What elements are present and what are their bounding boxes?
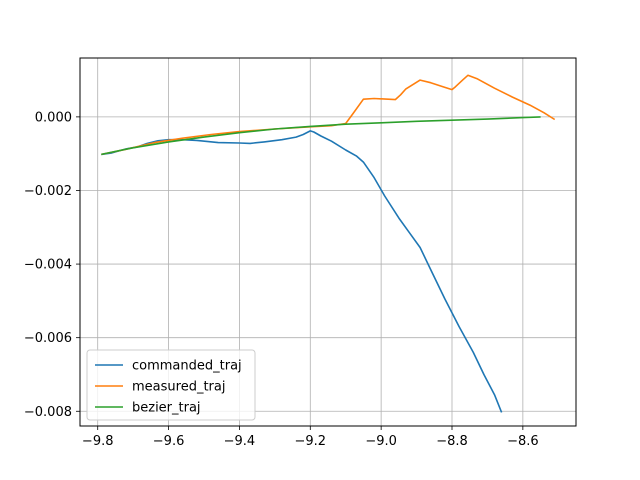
series-line-measured_traj [101,74,556,156]
x-tick-label: −9.8 [82,434,114,449]
legend-box [86,349,256,421]
y-tick-label: 0.000 [35,110,72,125]
axis-ticks: −9.8 −9.6 −9.4 −9.2 −9.0 −8.8 −8.6 0.000 −0.002 −… [24,110,539,449]
y-tick-label: −0.002 [24,184,72,199]
series-lines [101,74,556,413]
legend-label: commanded_traj [132,359,242,374]
series-line-commanded_traj [101,130,503,413]
legend-label: measured_traj [132,380,225,395]
y-tick-label: −0.004 [24,258,72,273]
x-tick-label: −9.2 [294,434,326,449]
series-line-bezier_traj [101,116,541,156]
x-tick-label: −8.8 [436,434,468,449]
x-tick-label: −9.6 [153,434,185,449]
y-tick-label: −0.006 [24,331,72,346]
legend-label: bezier_traj [132,401,201,416]
legend: commanded_traj measured_traj bezier_traj [86,349,256,421]
y-tick-label: −0.008 [24,405,72,420]
axes-frame [79,57,577,427]
x-tick-label: −9.4 [224,434,256,449]
x-tick-label: −8.6 [507,434,539,449]
x-tick-label: −9.0 [365,434,397,449]
